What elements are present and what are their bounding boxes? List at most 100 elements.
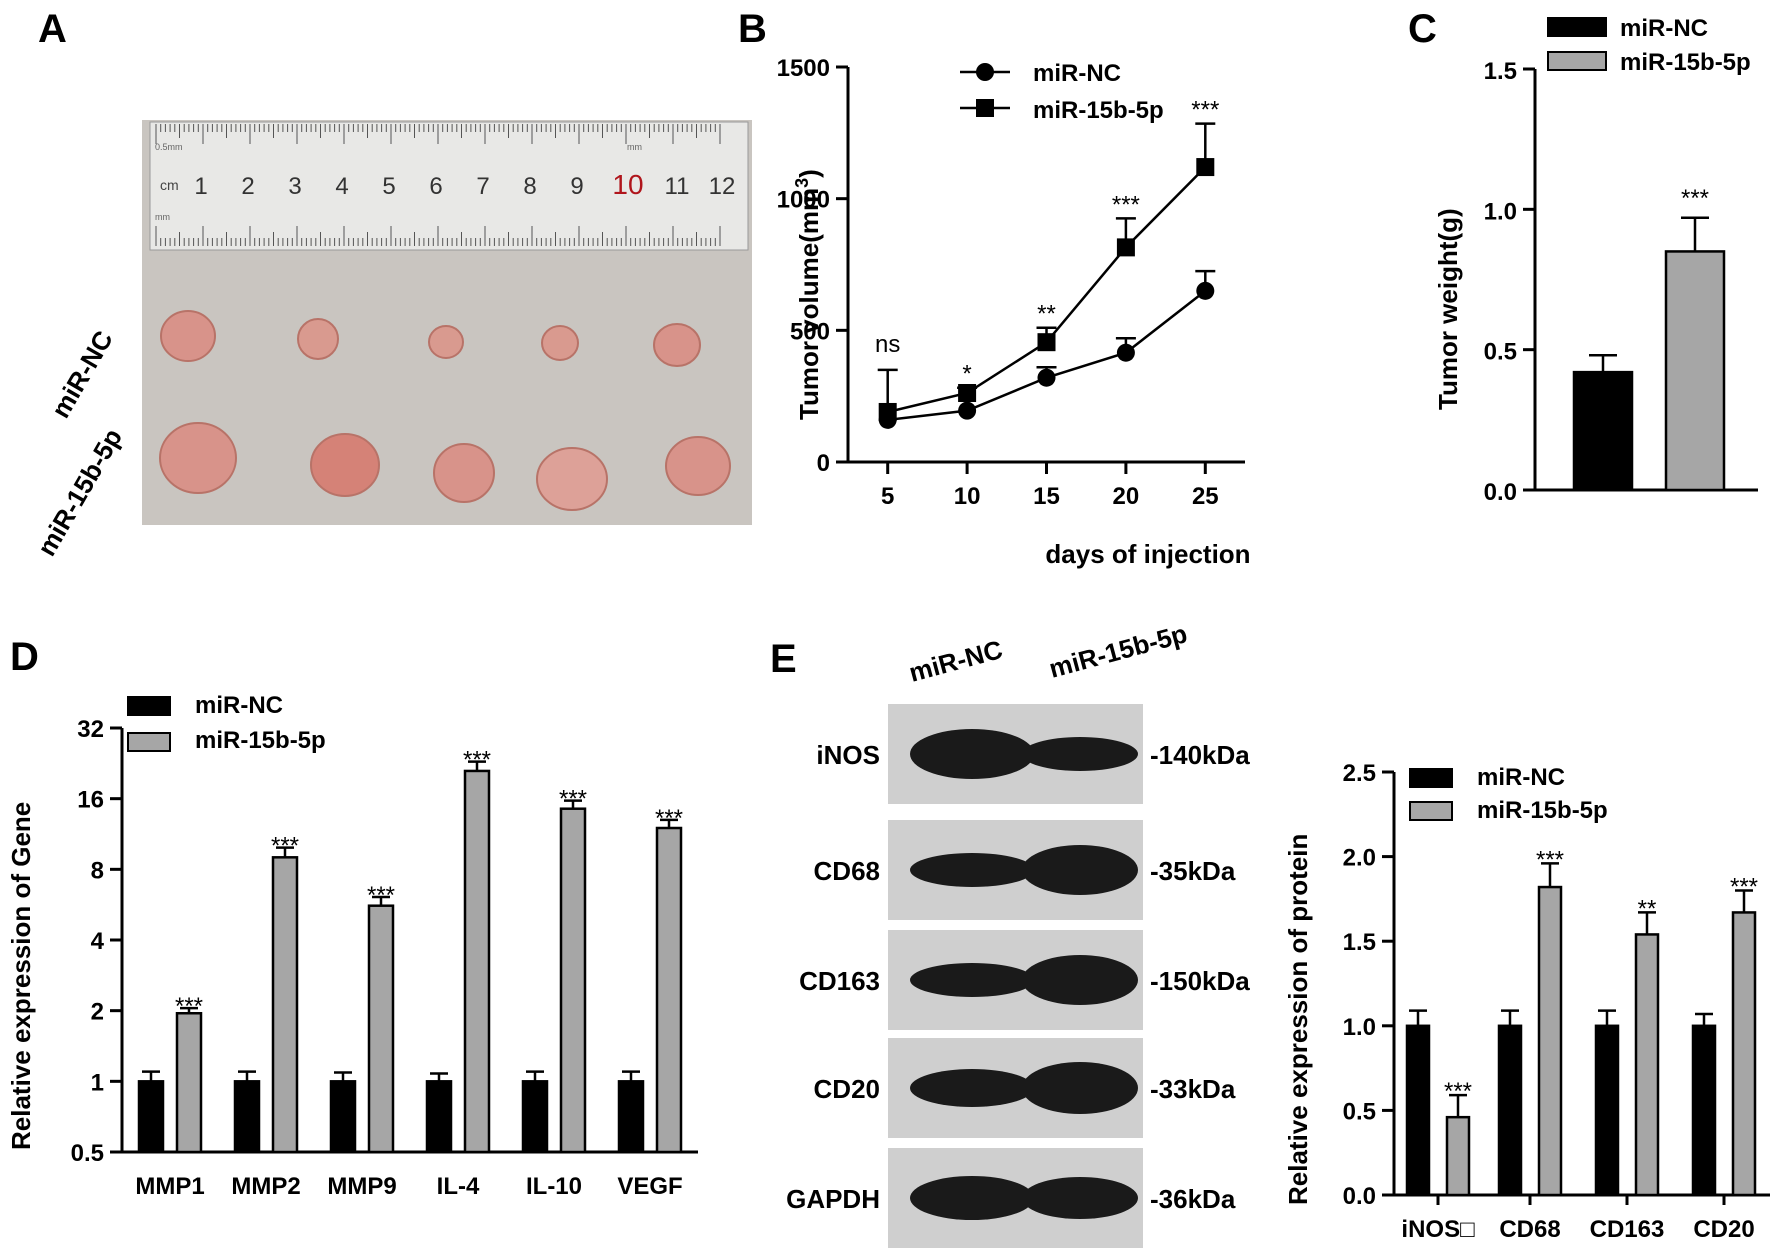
e-bar-nc — [1691, 1024, 1717, 1197]
tumor-15b-5 — [665, 436, 731, 496]
blot-protein-label: CD163 — [799, 966, 880, 996]
e-x-tick-label: iNOS□ — [1401, 1216, 1475, 1243]
ruler-unit-label: cm — [160, 177, 179, 193]
b-x-tick-label: 15 — [1033, 483, 1060, 510]
d-y-tick-label: 0.5 — [71, 1140, 104, 1167]
ruler-number-12: 12 — [709, 173, 736, 200]
d-y-tick-label: 1 — [91, 1069, 104, 1096]
b-legend-nc: miR-NC — [1033, 60, 1121, 87]
blot-protein-label: GAPDH — [786, 1184, 880, 1214]
c-y-tick-label: 0.0 — [1484, 479, 1517, 506]
d-significance: *** — [175, 993, 203, 1020]
blot-band-15b — [1022, 955, 1138, 1005]
b-x-tick-label: 10 — [954, 483, 981, 510]
d-bar-nc — [329, 1080, 357, 1154]
c-legend-nc: miR-NC — [1620, 15, 1708, 42]
d-bar-15b — [367, 904, 395, 1154]
ruler-number-2: 2 — [241, 173, 254, 200]
b-point-nc — [1037, 368, 1056, 387]
e-bar-15b — [1445, 1115, 1471, 1197]
b-point-nc — [958, 401, 977, 420]
d-x-tick-label: IL-4 — [437, 1173, 480, 1200]
blot-lane-label-nc: miR-NC — [906, 634, 1006, 688]
blot-size-label: -35kDa — [1150, 856, 1236, 886]
b-point-15b — [1037, 333, 1056, 352]
e-bar-15b — [1537, 885, 1563, 1197]
e-y-tick-label: 0.5 — [1343, 1098, 1376, 1125]
d-legend-swatch-15b — [127, 732, 171, 752]
c-legend-15b: miR-15b-5p — [1620, 49, 1751, 76]
d-x-tick-label: IL-10 — [526, 1173, 582, 1200]
blot-band-15b — [1022, 1062, 1138, 1114]
b-point-nc — [1196, 281, 1215, 300]
e-significance: *** — [1730, 873, 1758, 900]
d-bar-nc — [233, 1080, 261, 1154]
d-bar-15b — [463, 769, 491, 1154]
c-bar-15b — [1664, 250, 1726, 492]
ruler-number-9: 9 — [570, 173, 583, 200]
panel-label-a: A — [38, 7, 67, 51]
blot-band-nc — [910, 729, 1034, 779]
e-y-tick-label: 2.5 — [1343, 760, 1376, 787]
e-significance: ** — [1638, 895, 1657, 922]
ruler-number-11: 11 — [665, 173, 690, 200]
b-x-tick-label: 25 — [1192, 483, 1219, 510]
e-legend-nc: miR-NC — [1477, 764, 1565, 791]
d-bar-15b — [559, 807, 587, 1154]
panel-label-e: E — [770, 637, 797, 681]
d-significance: *** — [271, 833, 299, 860]
blot-band-nc — [910, 853, 1034, 887]
e-y-tick-label: 2.0 — [1343, 845, 1376, 872]
d-y-tick-label: 8 — [91, 857, 104, 884]
e-legend-15b: miR-15b-5p — [1477, 797, 1608, 824]
c-legend-swatch-15b — [1547, 51, 1607, 71]
b-x-label: days of injection — [1045, 539, 1250, 569]
e-x-tick-label: CD20 — [1693, 1216, 1754, 1243]
c-y-label: Tumor weight(g) — [1433, 208, 1463, 410]
blot-protein-label: CD68 — [814, 856, 880, 886]
ruler-number-3: 3 — [288, 173, 301, 200]
b-legend-15b: miR-15b-5p — [1033, 97, 1164, 124]
d-legend-15b: miR-15b-5p — [195, 727, 326, 754]
d-bar-15b — [271, 856, 299, 1154]
row-label-15b: miR-15b-5p — [31, 423, 128, 561]
ruler-ticks — [155, 124, 721, 246]
blot-band-15b — [1022, 1177, 1138, 1219]
d-y-tick-label: 16 — [77, 787, 104, 814]
b-y-tick-label: 1000 — [777, 187, 830, 214]
b-x-tick-label: 20 — [1113, 483, 1140, 510]
western-blot: miR-NC miR-15b-5p iNOS -140kDa CD68 -35kDa C… — [786, 618, 1250, 1248]
c-y-tick-label: 1.5 — [1484, 58, 1517, 85]
b-significance: ns — [875, 331, 900, 358]
blot-band-nc — [910, 1069, 1034, 1107]
blot-protein-label: CD20 — [814, 1074, 880, 1104]
ruler-small-label-left: 0.5mm — [155, 142, 183, 152]
blot-size-label: -36kDa — [1150, 1184, 1236, 1214]
b-significance: *** — [1112, 191, 1140, 218]
d-y-tick-label: 4 — [91, 928, 105, 955]
tumor-15b-1 — [159, 422, 237, 494]
b-point-15b — [1196, 158, 1215, 177]
e-y-tick-label: 1.5 — [1343, 929, 1376, 956]
chart-e: 0.0 0.5 1.0 1.5 2.0 2.5 iNOS□ *** CD68 *** CD163 **… — [1283, 760, 1770, 1243]
e-bar-nc — [1497, 1024, 1523, 1197]
d-significance: *** — [367, 882, 395, 909]
blot-band-15b — [1022, 737, 1138, 771]
ruler-small-label-right: mm — [627, 142, 642, 152]
d-significance: *** — [655, 805, 683, 832]
d-significance: *** — [559, 786, 587, 813]
e-bar-nc — [1594, 1024, 1620, 1197]
row-label-nc: miR-NC — [45, 325, 119, 423]
d-y-tick-label: 32 — [77, 716, 104, 743]
ruler-number-4: 4 — [335, 173, 348, 200]
d-y-label: Relative expression of Gene — [6, 802, 36, 1150]
e-y-tick-label: 1.0 — [1343, 1014, 1376, 1041]
d-bar-nc — [425, 1080, 453, 1154]
d-bar-nc — [617, 1080, 645, 1154]
panel-label-b: B — [738, 7, 767, 51]
e-x-tick-label: CD68 — [1499, 1216, 1560, 1243]
ruler-number-5: 5 — [382, 173, 395, 200]
ruler-small-label-bottom: mm — [155, 212, 170, 222]
tumor-nc-4 — [541, 325, 579, 361]
